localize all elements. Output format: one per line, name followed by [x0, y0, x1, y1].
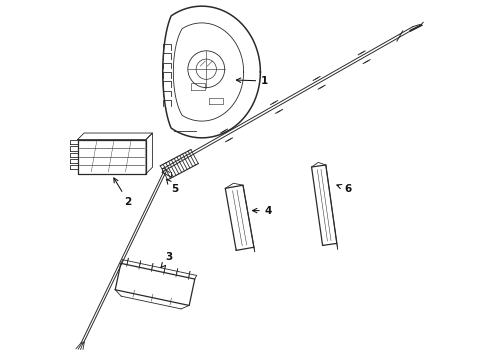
- Text: 6: 6: [337, 184, 351, 194]
- Text: 4: 4: [252, 206, 272, 216]
- Text: 2: 2: [114, 178, 132, 207]
- Text: 3: 3: [161, 252, 173, 267]
- Text: 1: 1: [236, 76, 269, 86]
- Text: 5: 5: [167, 179, 178, 194]
